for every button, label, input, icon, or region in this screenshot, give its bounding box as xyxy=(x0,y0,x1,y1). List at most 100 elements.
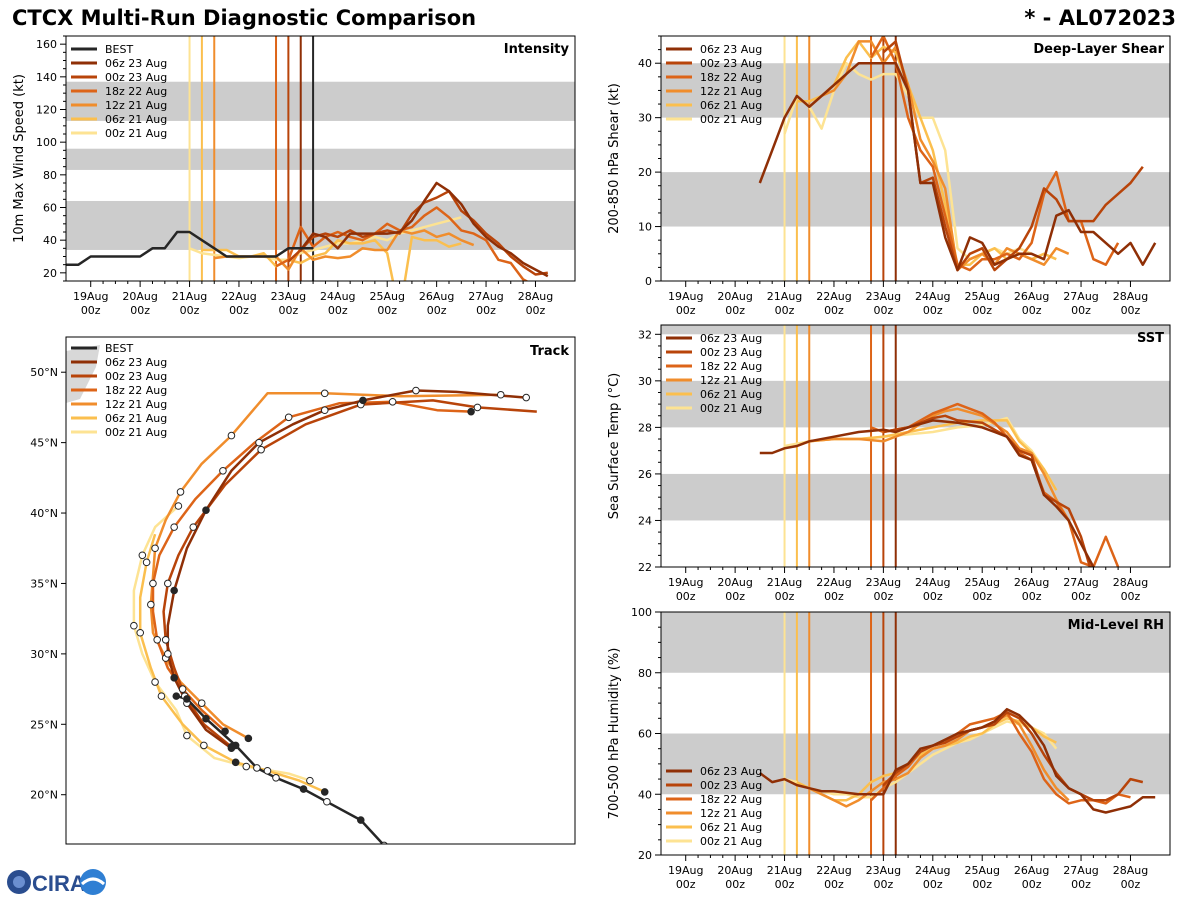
track-point-best xyxy=(172,692,181,700)
intensity-legend-label-06z-21-aug: 06z 21 Aug xyxy=(105,113,167,126)
track-point-06z-21-aug xyxy=(263,766,272,775)
track-point-00z-21-aug xyxy=(151,678,159,686)
shear-series-06z-23-aug xyxy=(758,61,1157,272)
shear-xtick-label-hour: 00z xyxy=(824,304,844,317)
track-point-00z-23-aug xyxy=(473,403,482,412)
sst-xtick-label-day: 19Aug xyxy=(668,576,703,589)
rh-band-1 xyxy=(661,612,1170,673)
intensity-xtick-label-hour: 00z xyxy=(81,304,101,317)
track-point-06z-21-aug xyxy=(231,758,240,767)
sst-xtick-label-day: 20Aug xyxy=(717,576,752,589)
shear-xtick-label-day: 24Aug xyxy=(915,290,950,303)
shear-xtick-label-day: 25Aug xyxy=(964,290,999,303)
rh-xtick-label-hour: 00z xyxy=(1121,878,1141,891)
shear-xtick-label-hour: 00z xyxy=(1071,304,1091,317)
sst-xtick-label: 19Aug 00z xyxy=(668,576,703,603)
intensity-series-18z-22-aug xyxy=(275,206,529,281)
rh-xtick-label-day: 28Aug xyxy=(1113,864,1148,877)
intensity-lines xyxy=(66,36,549,281)
cira-logo-emblem-icon xyxy=(80,869,106,895)
track-point-12z-21-aug xyxy=(151,544,159,553)
intensity-xtick-label-day: 28Aug xyxy=(518,290,553,303)
sst-xtick-label-hour: 00z xyxy=(775,590,795,603)
track-point-00z-23-aug xyxy=(161,635,170,644)
rh-xtick-label: 24Aug 00z xyxy=(915,864,950,891)
intensity-xtick-label: 26Aug 00z xyxy=(419,290,454,317)
rh-legend-label-18z-22-aug: 18z 22 Aug xyxy=(700,793,762,806)
track-point-best xyxy=(323,797,331,806)
rh-xtick-label-hour: 00z xyxy=(1022,878,1042,891)
intensity-xtick-label-day: 26Aug xyxy=(419,290,454,303)
track-series-06z-21-aug xyxy=(138,533,326,794)
rh-xtick-label: 21Aug 00z xyxy=(767,864,802,891)
rh-panel-title: Mid-Level RH xyxy=(1068,618,1164,633)
cira-logo-inner-icon xyxy=(13,876,25,888)
rh-xtick-label-day: 22Aug xyxy=(816,864,851,877)
track-point-best xyxy=(202,714,210,723)
rh-series-00z-23-aug xyxy=(882,710,1144,802)
intensity-xtick-label-day: 20Aug xyxy=(122,290,157,303)
intensity-xtick-label-day: 23Aug xyxy=(271,290,306,303)
shear-xtick-label-day: 23Aug xyxy=(866,290,901,303)
sst-series-06z-23-aug xyxy=(759,419,1095,567)
intensity-xtick-label-hour: 00z xyxy=(278,304,298,317)
intensity-ytick-label: 100 xyxy=(36,136,57,149)
sst-xtick-label-hour: 00z xyxy=(923,590,943,603)
track-point-18z-22-aug xyxy=(153,635,161,644)
track-point-12z-21-aug xyxy=(244,734,253,743)
rh-xtick-label-hour: 00z xyxy=(775,878,795,891)
shear-xtick-label-hour: 00z xyxy=(676,304,696,317)
sst-ytick-label: 22 xyxy=(638,561,652,574)
track-point-06z-21-aug xyxy=(142,558,151,567)
shear-xtick-label: 19Aug 00z xyxy=(668,290,703,317)
intensity-legend-label-00z-23-aug: 00z 23 Aug xyxy=(105,71,167,84)
sst-plot-area xyxy=(661,325,1170,567)
track-ytick-label: 25°N xyxy=(30,718,58,731)
track-ytick-label: 20°N xyxy=(30,789,58,802)
shear-xtick-label-hour: 00z xyxy=(923,304,943,317)
sst-series-12z-21-aug xyxy=(809,407,1070,522)
cira-logo-wave-icon xyxy=(80,877,106,886)
rh-bands xyxy=(661,612,1170,795)
rh-xtick-label-day: 27Aug xyxy=(1063,864,1098,877)
track-point-12z-21-aug xyxy=(147,600,155,609)
rh-ytick-label: 80 xyxy=(638,667,652,680)
rh-xtick-label-hour: 00z xyxy=(873,878,893,891)
track-point-06z-23-aug xyxy=(412,386,420,395)
shear-ytick-label: 10 xyxy=(638,221,652,234)
intensity-xtick-label-day: 24Aug xyxy=(320,290,355,303)
rh-ytick-label: 20 xyxy=(638,849,652,862)
figure-title: CTCX Multi-Run Diagnostic Comparison xyxy=(12,6,477,30)
track-point-18z-22-aug xyxy=(178,685,187,693)
track-point-12z-21-aug xyxy=(496,390,505,399)
intensity-bands xyxy=(66,81,575,250)
intensity-legend-label-best: BEST xyxy=(105,43,133,56)
track-point-06z-21-aug xyxy=(157,692,166,700)
track-point-06z-23-aug xyxy=(359,396,367,405)
sst-legend-label-06z-23-aug: 06z 23 Aug xyxy=(700,332,762,345)
intensity-xtick-label: 20Aug 00z xyxy=(122,290,157,317)
track-point-06z-23-aug xyxy=(202,506,210,515)
shear-band-0 xyxy=(661,172,1170,227)
shear-xtick-label-day: 20Aug xyxy=(717,290,752,303)
intensity-xtick-label-day: 19Aug xyxy=(73,290,108,303)
track-point-18z-22-aug xyxy=(388,397,397,406)
track-point-12z-21-aug xyxy=(227,431,236,440)
shear-panel-title: Deep-Layer Shear xyxy=(1033,42,1164,57)
shear-xtick-label: 28Aug 00z xyxy=(1113,290,1148,317)
shear-xtick-label-hour: 00z xyxy=(972,304,992,317)
intensity-xtick-label-day: 27Aug xyxy=(468,290,503,303)
rh-xtick-label-hour: 00z xyxy=(676,878,696,891)
track-point-12z-21-aug xyxy=(176,488,185,496)
track-point-best xyxy=(253,764,261,772)
track-point-06z-21-aug xyxy=(320,788,329,796)
shear-xtick-label: 20Aug 00z xyxy=(717,290,752,317)
rh-legend-label-00z-23-aug: 00z 23 Aug xyxy=(700,779,762,792)
intensity-ytick-label: 160 xyxy=(36,38,57,51)
intensity-series-06z-23-aug xyxy=(299,181,549,278)
